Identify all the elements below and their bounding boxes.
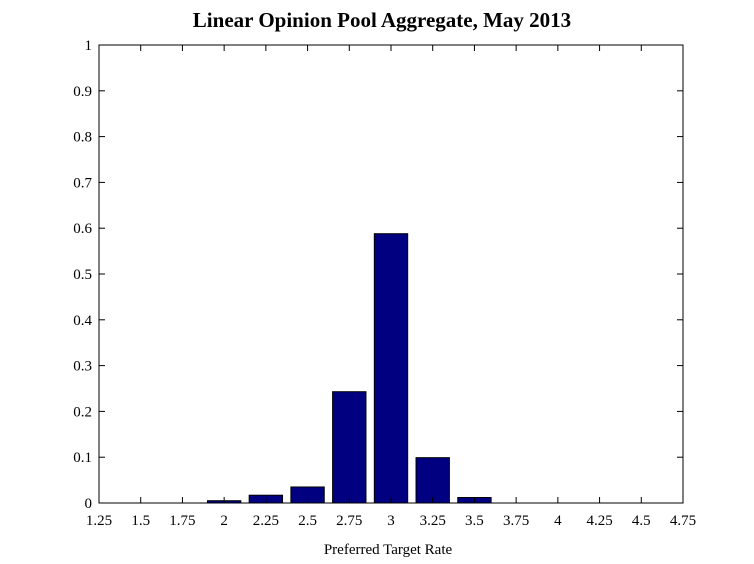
bar-2.75 [332,391,367,504]
x-tick-label: 1.75 [169,513,195,529]
bar-3.25 [415,457,450,504]
y-tick-label: 0.7 [73,175,92,191]
chart-title: Linear Opinion Pool Aggregate, May 2013 [193,8,571,32]
x-tick-label: 2 [220,513,228,529]
x-tick-label: 2.25 [253,513,279,529]
x-tick-label: 4.5 [632,513,651,529]
y-tick-label: 0.8 [73,130,92,146]
x-tick-label: 2.75 [336,513,362,529]
x-tick-label: 3.75 [503,513,529,529]
x-tick-label: 1.25 [86,513,112,529]
x-tick-label: 1.5 [131,513,150,529]
x-tick-label: 4 [554,513,562,529]
x-tick-label: 2.5 [298,513,317,529]
axis-ticks: 1.25 1.5 1.75 2 2.25 2.5 2.75 3 3.25 3.5 3.75 4 4.25… [73,38,696,529]
bars-group [206,233,492,504]
x-tick-label: 4.75 [670,513,696,529]
y-tick-label: 0.9 [73,84,92,100]
y-tick-label: 1 [85,38,93,54]
x-tick-label: 3.25 [420,513,446,529]
y-tick-label: 0.1 [73,450,92,466]
bar-3 [373,233,409,504]
y-tick-label: 0.6 [73,221,92,237]
y-tick-label: 0.5 [73,267,92,283]
y-tick-label: 0.4 [73,313,92,329]
x-axis-label: Preferred Target Rate [324,542,453,558]
x-tick-label: 4.25 [586,513,612,529]
y-tick-label: 0.3 [73,359,92,375]
x-tick-label: 3.5 [465,513,484,529]
y-tick-label: 0.2 [73,404,92,420]
y-tick-label: 0 [85,496,93,512]
x-tick-label: 3 [387,513,395,529]
